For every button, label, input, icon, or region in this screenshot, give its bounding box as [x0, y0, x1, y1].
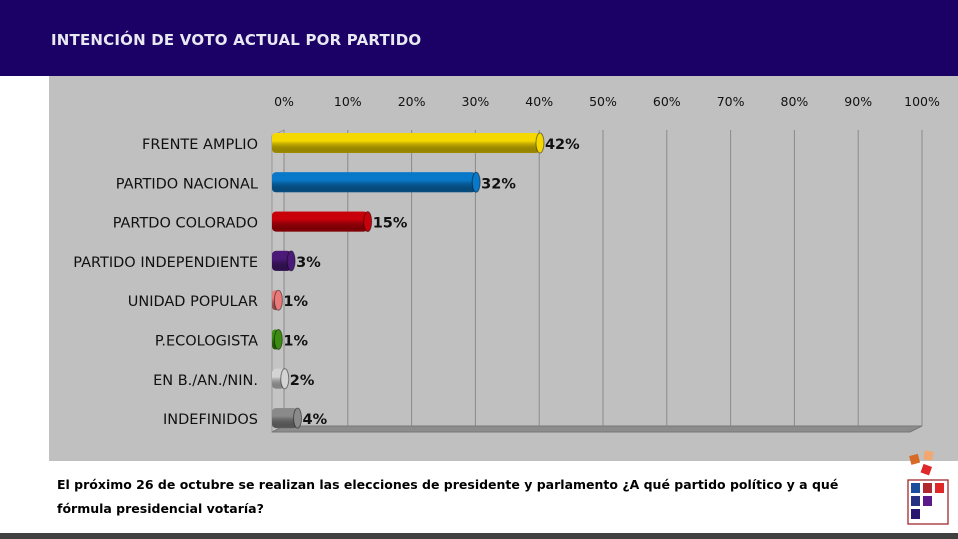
x-tick-label: 20% [398, 94, 426, 109]
data-label: 15% [373, 216, 408, 232]
category-label: P.ECOLOGISTA [155, 334, 258, 350]
x-tick-label: 30% [462, 94, 490, 109]
chart-floor [271, 425, 923, 433]
bar-cap [293, 407, 303, 429]
bar-shading [272, 250, 292, 271]
bar-shading [272, 133, 540, 153]
bar-cap [280, 368, 290, 390]
bar-shading [272, 408, 298, 429]
category-label: PARTIDO NACIONAL [116, 176, 258, 192]
footer-line [0, 533, 958, 539]
bar-cap [286, 250, 296, 272]
data-label: 4% [303, 412, 328, 428]
category-label: PARTIDO INDEPENDIENTE [73, 255, 258, 271]
x-tick-label: 100% [904, 94, 940, 109]
x-tick-label: 50% [589, 94, 617, 109]
data-label: 42% [545, 137, 580, 153]
bar-cap [273, 329, 283, 350]
x-tick-label: 10% [334, 94, 362, 109]
data-label: 1% [283, 294, 308, 310]
bar-shading [272, 211, 368, 232]
data-label: 3% [296, 255, 321, 271]
bar-shading [272, 172, 477, 193]
data-label: 2% [290, 373, 315, 389]
x-tick-label: 40% [525, 94, 553, 109]
logo-icon [907, 450, 949, 525]
category-label: EN B./AN./NIN. [153, 373, 258, 389]
survey-question: El próximo 26 de octubre se realizan las… [57, 477, 839, 516]
x-tick-label: 0% [274, 94, 294, 109]
bar-cap [363, 211, 373, 233]
category-label: UNIDAD POPULAR [128, 294, 258, 310]
bar-cap [273, 289, 283, 311]
x-tick-label: 70% [717, 94, 745, 109]
bar-cap [535, 132, 545, 154]
category-label: INDEFINIDOS [163, 412, 258, 428]
category-label: PARTDO COLORADO [113, 216, 258, 232]
x-tick-label: 60% [653, 94, 681, 109]
header-bar: INTENCIÓN DE VOTO ACTUAL POR PARTIDO [0, 0, 958, 76]
logo [900, 448, 950, 528]
page-title: INTENCIÓN DE VOTO ACTUAL POR PARTIDO [51, 31, 422, 49]
x-tick-label: 80% [781, 94, 809, 109]
data-label: 1% [283, 334, 308, 350]
data-label: 32% [481, 176, 516, 192]
category-label: FRENTE AMPLIO [142, 137, 258, 153]
bar-cap [471, 171, 481, 193]
x-tick-label: 90% [844, 94, 872, 109]
